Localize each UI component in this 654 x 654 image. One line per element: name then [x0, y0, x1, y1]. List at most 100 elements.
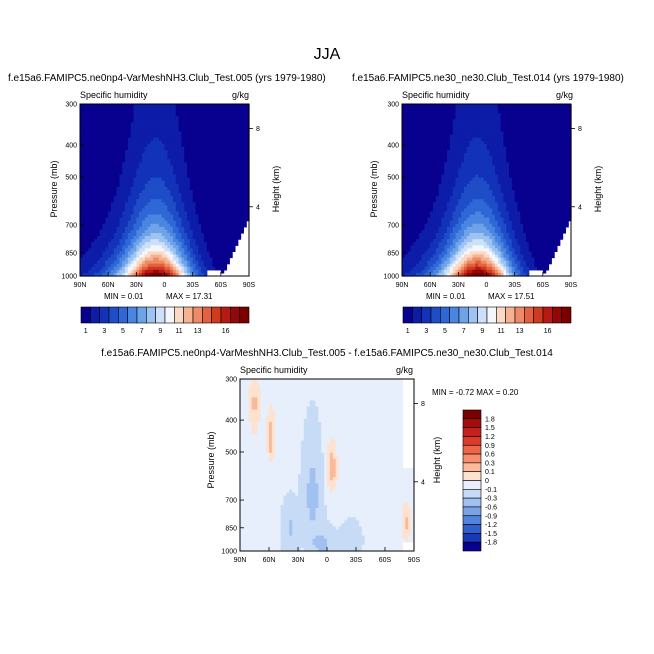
panel2-x-tick-label: 30N — [452, 282, 465, 289]
panel2-y-tick-label: 300 — [387, 102, 399, 109]
panel1-title: f.e15a6.FAMIPC5.ne0np4-VarMeshNH3.Club_T… — [8, 73, 326, 84]
panel2-colorbar-swatch — [449, 306, 460, 324]
panel2-colorbar-label: 5 — [443, 328, 447, 335]
panel3-colorbar-swatch — [462, 427, 482, 437]
panel1-colorbar-swatch — [90, 306, 100, 324]
panel2-units-label: g/kg — [556, 90, 574, 100]
panel2-colorbar-swatch — [486, 306, 497, 324]
panel3-colorbar-swatch — [462, 541, 482, 552]
panel1-min-text: MIN = 0.01 — [104, 292, 144, 301]
panel2-variable-label: Specific humidity — [402, 90, 470, 100]
panel2-colorbar-label: 16 — [544, 328, 552, 335]
panel3-colorbar-swatch — [462, 462, 482, 472]
panel2-colorbar-label: 9 — [480, 328, 484, 335]
panel3-colorbar-swatch — [462, 533, 482, 543]
panel3-x-tick-label: 30S — [350, 557, 363, 564]
panel3-units-label: g/kg — [396, 365, 414, 375]
panel1-y-tick-label: 700 — [65, 223, 77, 230]
panel2-contour-field — [402, 104, 572, 277]
panel2-colorbar-swatch — [477, 306, 488, 324]
panel1-colorbar-label: 7 — [140, 328, 144, 335]
panel3-colorbar-label: 0.9 — [485, 443, 495, 450]
panel3-colorbar-label: -1.5 — [485, 531, 497, 538]
panel2-colorbar-label: 11 — [497, 328, 504, 335]
panel2-x-tick-label: 30S — [508, 282, 521, 289]
panel3-y2-tick-label: 4 — [421, 479, 425, 486]
panel3-colorbar-label: 0.3 — [485, 460, 495, 467]
panel3-colorbar-label: 0 — [485, 478, 489, 485]
panel1-colorbar-swatch — [230, 306, 240, 324]
panel1-contour-field — [80, 104, 250, 277]
panel1-x-tick-label: 60N — [102, 282, 115, 289]
panel3-colorbar-swatch — [462, 515, 482, 525]
panel2-colorbar-swatch — [561, 306, 572, 324]
panel1-max-text: MAX = 17.31 — [166, 292, 213, 301]
panel1-x-tick-label: 0 — [163, 282, 167, 289]
figure-title: JJA — [313, 46, 341, 63]
panel1-y-tick-label: 850 — [65, 250, 77, 257]
panel1-colorbar-swatch — [211, 306, 222, 324]
panel3-colorbar-label: -0.6 — [485, 504, 497, 511]
panel3-colorbar-swatch — [462, 436, 482, 446]
panel2-colorbar-label: 13 — [516, 328, 524, 335]
panel3-colorbar-swatch — [462, 524, 482, 534]
panel3-colorbar-label: 0.1 — [485, 469, 495, 476]
panel2-colorbar-label: 3 — [424, 328, 428, 335]
panel1-x-tick-label: 30S — [186, 282, 199, 289]
panel3-x-tick-label: 30N — [292, 557, 305, 564]
panel1-x-tick-label: 90S — [243, 282, 256, 289]
panel3-y-tick-label: 1000 — [221, 549, 237, 556]
panel1-colorbar-label: 1 — [84, 328, 88, 335]
panel2-colorbar-swatch — [533, 306, 544, 324]
panel3-colorbar-swatch — [462, 480, 482, 490]
panel1-units-label: g/kg — [232, 90, 250, 100]
panel3-x-tick-label: 90N — [234, 557, 247, 564]
panel3-colorbar-label: 1.8 — [485, 416, 495, 423]
panel1-x-tick-label: 60S — [215, 282, 228, 289]
panel1-colorbar-swatch — [239, 306, 250, 324]
panel2-x-tick-label: 90N — [396, 282, 409, 289]
panel3-colorbar-label: 0.6 — [485, 452, 495, 459]
panel3-colorbar-label: -0.3 — [485, 496, 497, 503]
panel2-colorbar-swatch — [412, 306, 422, 324]
panel3-contour-field — [240, 379, 415, 552]
panel1-y-tick-label: 300 — [65, 102, 77, 109]
panel2-y-tick-label: 400 — [387, 143, 399, 150]
panel1-colorbar-label: 9 — [158, 328, 162, 335]
panel2-colorbar-swatch — [458, 306, 469, 324]
panel3-colorbar-swatch — [462, 471, 482, 481]
panel2-y-tick-label: 1000 — [383, 274, 399, 281]
panel1-colorbar-swatch — [174, 306, 184, 324]
panel3-y-tick-label: 500 — [225, 449, 237, 456]
panel3-colorbar-swatch — [462, 497, 482, 508]
panel2-x-tick-label: 0 — [485, 282, 489, 289]
panel3-colorbar-label: 1.5 — [485, 425, 495, 432]
panel1-colorbar-swatch — [118, 306, 128, 324]
panel1-y2-tick-label: 8 — [256, 126, 260, 133]
panel3-title: f.e15a6.FAMIPC5.ne0np4-VarMeshNH3.Club_T… — [101, 348, 553, 359]
panel1-colorbar-swatch — [220, 306, 231, 324]
panel2-colorbar-label: 1 — [406, 328, 410, 335]
panel1-colorbar-swatch — [146, 306, 156, 324]
panel3-colorbar-label: 1.2 — [485, 434, 495, 441]
panel3-colorbar-label: -0.1 — [485, 487, 497, 494]
panel3-colorbar-swatch — [462, 506, 482, 517]
panel2-colorbar-swatch — [552, 306, 562, 324]
panel1-y-tick-label: 1000 — [61, 274, 77, 281]
panel1-y-tick-label: 500 — [65, 174, 77, 181]
panel2-colorbar-swatch — [542, 306, 553, 324]
panel2-colorbar-swatch — [505, 306, 516, 324]
panel3-y-tick-label: 850 — [225, 525, 237, 532]
panel3-y-tick-label: 700 — [225, 498, 237, 505]
panel3-y2-tick-label: 8 — [421, 401, 425, 408]
panel3-colorbar-label: -1.2 — [485, 522, 497, 529]
panel1-colorbar-swatch — [136, 306, 147, 324]
panel3-y-tick-label: 400 — [225, 418, 237, 425]
panel3-colorbar-swatch — [462, 489, 482, 499]
panel1-colorbar-label: 3 — [102, 328, 106, 335]
panel2-colorbar-swatch — [524, 306, 534, 324]
panel3-x-tick-label: 0 — [325, 557, 329, 564]
panel3-minmax-text: MIN = -0.72 MAX = 0.20 — [432, 388, 519, 397]
panel2-colorbar-swatch — [402, 306, 413, 324]
